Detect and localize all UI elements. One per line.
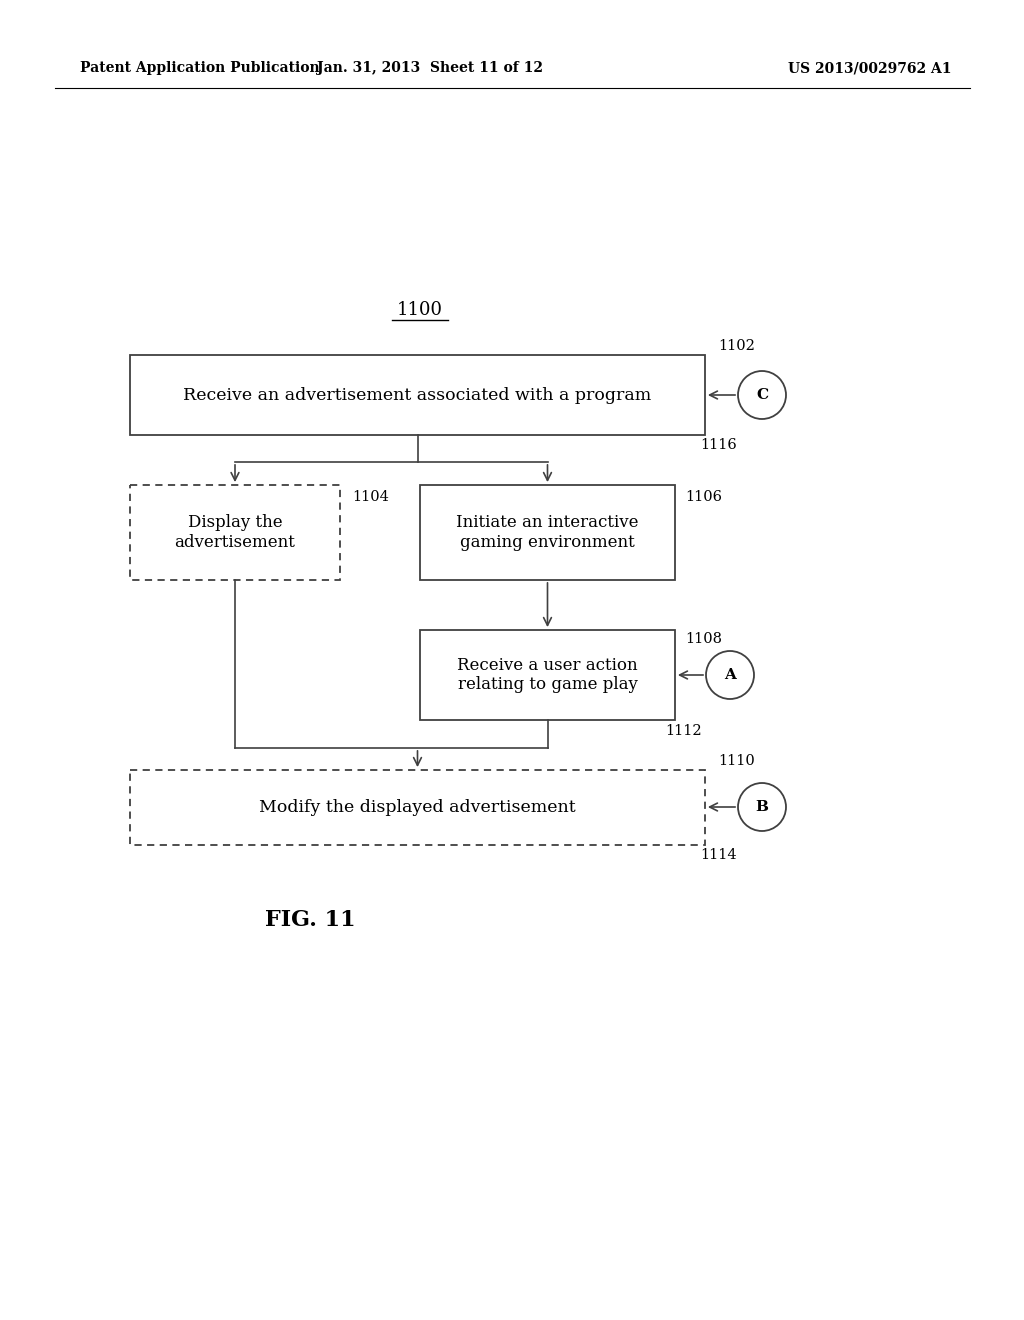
Text: FIG. 11: FIG. 11: [264, 909, 355, 931]
Text: US 2013/0029762 A1: US 2013/0029762 A1: [788, 61, 951, 75]
Text: Initiate an interactive
gaming environment: Initiate an interactive gaming environme…: [457, 515, 639, 550]
Text: 1100: 1100: [397, 301, 443, 319]
Text: 1108: 1108: [685, 632, 722, 645]
Text: 1114: 1114: [700, 847, 736, 862]
Text: Modify the displayed advertisement: Modify the displayed advertisement: [259, 799, 575, 816]
Text: 1112: 1112: [665, 723, 701, 738]
Text: 1104: 1104: [352, 490, 389, 504]
Text: Display the
advertisement: Display the advertisement: [174, 515, 296, 550]
Bar: [420, 484, 675, 579]
Circle shape: [738, 783, 786, 832]
Text: A: A: [724, 668, 736, 682]
Bar: [130, 484, 340, 579]
Circle shape: [706, 651, 754, 700]
Text: C: C: [756, 388, 768, 403]
Text: 1116: 1116: [700, 438, 736, 451]
Text: Jan. 31, 2013  Sheet 11 of 12: Jan. 31, 2013 Sheet 11 of 12: [317, 61, 543, 75]
Text: Patent Application Publication: Patent Application Publication: [80, 61, 319, 75]
Text: Receive an advertisement associated with a program: Receive an advertisement associated with…: [183, 387, 651, 404]
Text: 1102: 1102: [718, 339, 755, 352]
Bar: [130, 770, 705, 845]
Bar: [420, 630, 675, 719]
Text: Receive a user action
relating to game play: Receive a user action relating to game p…: [457, 657, 638, 693]
Text: 1106: 1106: [685, 490, 722, 504]
Text: 1110: 1110: [718, 754, 755, 768]
Text: B: B: [756, 800, 768, 814]
Circle shape: [738, 371, 786, 418]
Bar: [130, 355, 705, 436]
